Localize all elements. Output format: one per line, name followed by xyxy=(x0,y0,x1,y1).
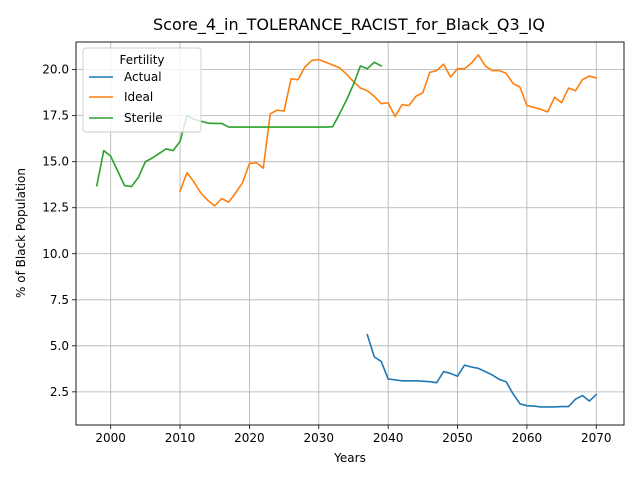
series-line-sterile xyxy=(95,61,383,188)
y-axis: 2.5 5.0 7.5 10.0 12.5 15.0 17.5 20.0 xyxy=(42,63,76,399)
y-tick-label: 15.0 xyxy=(42,155,69,169)
series-layer xyxy=(95,54,598,408)
x-tick-label: 2030 xyxy=(304,431,335,445)
y-axis-label: % of Black Population xyxy=(14,168,28,298)
x-tick-label: 2010 xyxy=(165,431,196,445)
chart-title: Score_4_in_TOLERANCE_RACIST_for_Black_Q3… xyxy=(153,15,545,35)
series-line-actual xyxy=(366,333,598,408)
grid xyxy=(76,42,624,425)
series-line-ideal xyxy=(179,54,598,207)
legend-entry-actual: Actual xyxy=(89,70,162,84)
plot-frame xyxy=(75,41,625,426)
legend-box xyxy=(82,47,202,133)
legend-entry-ideal: Ideal xyxy=(89,90,153,104)
y-tick-label: 2.5 xyxy=(50,385,69,399)
legend-label-sterile: Sterile xyxy=(124,111,163,125)
y-tick-label: 5.0 xyxy=(50,339,69,353)
x-tick-label: 2060 xyxy=(512,431,543,445)
legend: Fertility Actual Ideal Sterile xyxy=(82,47,202,133)
y-tick-label: 7.5 xyxy=(50,293,69,307)
legend-label-ideal: Ideal xyxy=(124,90,153,104)
x-tick-label: 2070 xyxy=(581,431,612,445)
y-tick-label: 10.0 xyxy=(42,247,69,261)
x-axis: 2000 2010 2020 2030 2040 2050 2060 2070 xyxy=(95,425,612,445)
y-tick-label: 17.5 xyxy=(42,109,69,123)
x-axis-label: Years xyxy=(333,451,366,465)
legend-title: Fertility xyxy=(119,53,164,67)
legend-label-actual: Actual xyxy=(124,70,162,84)
x-tick-label: 2000 xyxy=(95,431,126,445)
x-tick-label: 2040 xyxy=(373,431,404,445)
x-tick-label: 2050 xyxy=(442,431,473,445)
x-tick-label: 2020 xyxy=(234,431,265,445)
y-tick-label: 12.5 xyxy=(42,201,69,215)
y-tick-label: 20.0 xyxy=(42,63,69,77)
legend-entry-sterile: Sterile xyxy=(89,111,163,125)
